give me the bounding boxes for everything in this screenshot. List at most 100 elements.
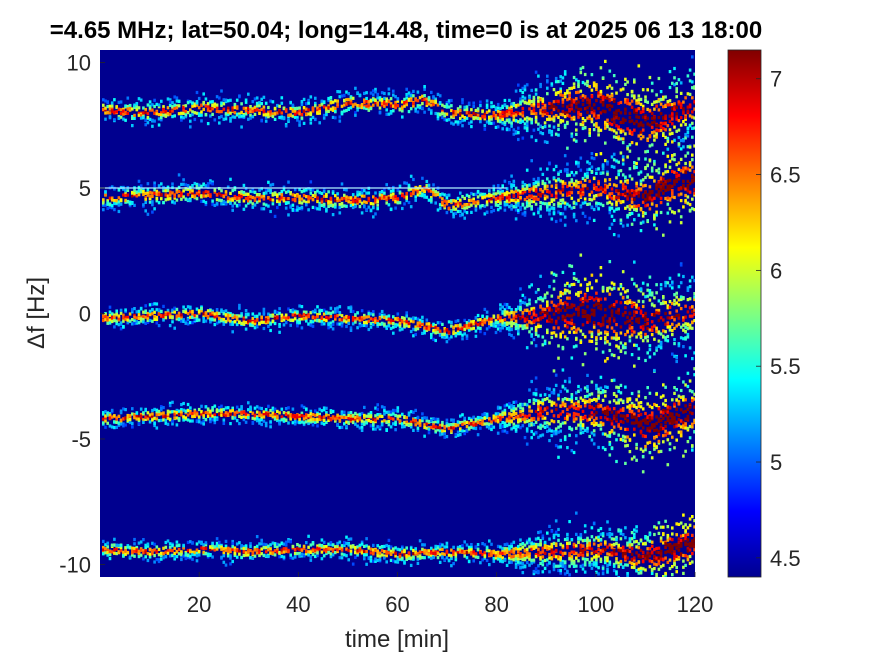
trace-2-cell [358,318,362,322]
trace-1-cell [691,158,694,162]
trace-1-cell [195,191,199,195]
trace-1-cell [619,180,623,184]
trace-2-cell [586,314,589,318]
trace-1-cell [445,200,449,204]
trace-1-cell [211,202,214,206]
trace-1-cell [269,190,272,194]
trace-2-cell [244,320,248,325]
trace-2-cell [284,313,288,317]
trace-2-cell [398,318,402,322]
trace-2-cell [532,312,536,316]
trace-2-cell [472,321,475,326]
trace-1-cell [548,208,551,212]
trace-1-cell [102,208,105,212]
trace-0-cell [224,112,228,116]
trace-1-cell [117,203,121,207]
trace-0-cell [224,117,228,121]
trace-2-cell [128,312,132,316]
trace-1-cell [235,196,239,201]
trace-1-cell [293,188,297,192]
trace-1-cell [653,162,656,166]
trace-1-cell [222,195,226,199]
trace-1-cell [262,207,266,211]
trace-2-cell [253,314,257,318]
trace-0-cell [606,93,609,97]
trace-1-cell [608,195,612,199]
trace-2-cell [688,314,692,318]
trace-2-cell [666,334,670,339]
trace-2-cell [655,283,658,287]
trace-0-cell [258,104,261,108]
trace-2-cell [619,301,623,305]
trace-0-cell [356,91,359,95]
trace-0-cell [108,116,112,120]
trace-0-cell [532,99,536,103]
trace-1-cell [510,203,513,207]
trace-1-cell [496,196,500,200]
trace-1-cell [633,204,636,208]
trace-2-cell [155,321,159,325]
trace-0-cell [626,127,629,131]
trace-0-cell [657,76,661,81]
trace-1-cell [557,172,560,176]
trace-2-cell [106,321,109,325]
trace-1-cell [606,194,609,198]
trace-1-cell [537,197,540,201]
trace-2-cell [425,322,429,326]
trace-2-cell [235,318,239,322]
trace-2-cell [182,318,185,322]
trace-0-cell [597,126,600,130]
trace-0-cell [644,118,647,122]
trace-2-cell [360,309,364,313]
trace-0-cell [240,102,243,106]
trace-0-cell [610,86,614,90]
trace-1-cell [691,180,694,184]
trace-0-cell [675,87,678,91]
trace-1-cell [688,203,692,207]
trace-0-cell [186,101,190,105]
trace-0-cell [318,111,321,115]
trace-1-cell [369,202,373,206]
trace-2-cell [619,331,623,335]
trace-0-cell [204,104,208,108]
trace-2-cell [224,313,228,317]
trace-0-cell [650,121,654,125]
trace-0-cell [617,137,620,141]
trace-1-cell [296,194,299,198]
trace-0-cell [238,94,241,98]
trace-0-cell [677,102,681,106]
trace-2-cell [664,301,667,305]
trace-1-cell [434,190,437,194]
trace-2-cell [606,325,609,329]
trace-0-cell [679,138,683,143]
trace-2-cell [298,320,301,324]
trace-0-cell [673,66,676,71]
trace-1-cell [293,193,297,197]
trace-2-cell [329,311,333,315]
trace-0-cell [552,104,556,108]
trace-2-cell [305,310,308,314]
trace-1-cell [110,185,114,189]
trace-0-cell [662,116,665,120]
trace-2-cell [633,330,636,334]
trace-2-cell [137,315,141,319]
trace-3-cell [113,420,116,424]
trace-0-cell [630,105,634,109]
trace-1-cell [325,194,328,198]
trace-0-cell [412,94,415,98]
trace-0-cell [117,115,121,119]
trace-0-cell [615,109,618,113]
trace-0-cell [659,112,663,116]
trace-2-cell [599,336,603,340]
trace-1-cell [650,196,654,200]
trace-2-cell [222,312,226,316]
trace-0-cell [142,116,145,120]
trace-1-cell [282,188,286,192]
trace-0-cell [554,92,558,96]
trace-2-cell [432,337,435,341]
trace-2-cell [691,305,694,309]
trace-0-cell [126,107,130,111]
trace-2-cell [570,322,574,326]
trace-2-cell [302,310,306,314]
trace-0-cell [226,99,230,103]
